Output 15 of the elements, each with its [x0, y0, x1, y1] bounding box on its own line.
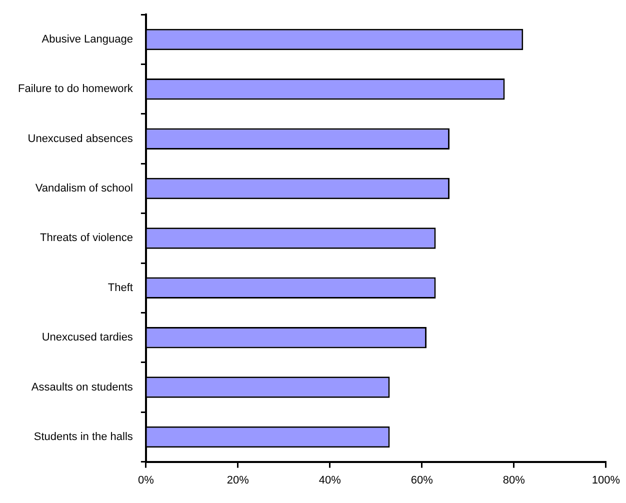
x-tick-label: 60% — [410, 474, 434, 486]
x-tick-label: 0% — [138, 474, 154, 486]
x-tick-label: 100% — [592, 474, 620, 486]
y-tick-label: Vandalism of school — [35, 182, 133, 195]
y-tick-label: Threats of violence — [40, 232, 133, 244]
y-tick-label: Theft — [108, 282, 133, 294]
y-tick-label: Assaults on students — [31, 381, 134, 394]
x-tick-label: 40% — [318, 474, 342, 486]
y-tick-label: Unexcused tardies — [42, 332, 134, 344]
x-tick-label: 20% — [226, 474, 250, 486]
y-tick-label: Failure to do homework — [18, 83, 134, 96]
x-tick-label: 80% — [502, 474, 526, 486]
y-tick-label: Abusive Language — [42, 33, 133, 46]
y-tick-label: Students in the halls — [34, 430, 134, 443]
y-tick-label: Unexcused absences — [28, 132, 134, 145]
